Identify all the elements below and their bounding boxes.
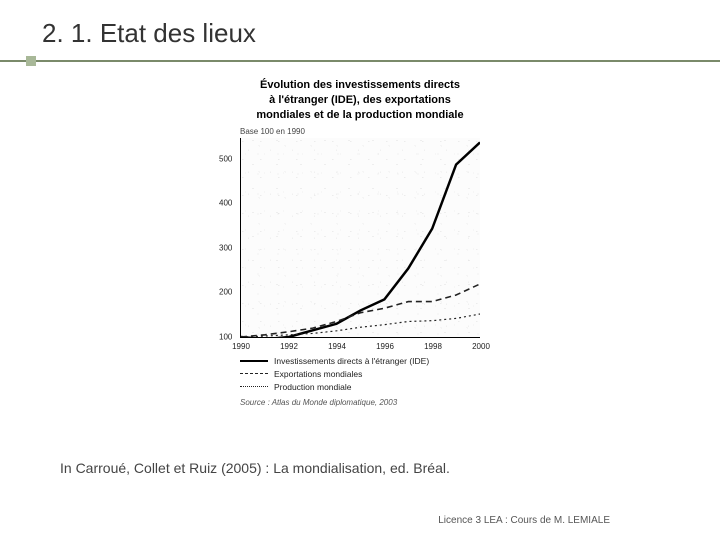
x-tick-label: 1990 [232,342,250,351]
legend-swatch [240,360,268,362]
legend-swatch [240,373,268,374]
footer-text: Licence 3 LEA : Cours de M. LEMIALE [438,515,610,526]
chart-base-label: Base 100 en 1990 [240,127,500,136]
legend-label: Investissements directs à l'étranger (ID… [274,356,429,366]
y-tick-label: 400 [219,199,232,208]
x-tick-label: 1996 [376,342,394,351]
title-underline [0,60,720,62]
legend-label: Production mondiale [274,382,352,392]
legend-row-exports: Exportations mondiales [240,369,500,379]
legend-label: Exportations mondiales [274,369,362,379]
plot-area: 100200300400500199019921994199619982000 [240,138,480,338]
y-tick-label: 100 [219,332,232,341]
title-accent-square [26,56,36,66]
chart-source: Source : Atlas du Monde diplomatique, 20… [240,398,500,407]
series-production [241,314,480,337]
chart-container: Évolution des investissements directs à … [220,78,500,438]
x-tick-label: 2000 [472,342,490,351]
x-tick-label: 1998 [424,342,442,351]
chart-title: Évolution des investissements directs à … [220,78,500,123]
x-tick-label: 1994 [328,342,346,351]
y-tick-label: 200 [219,288,232,297]
chart-title-line2: à l'étranger (IDE), des exportations [269,94,451,106]
legend-swatch [240,386,268,387]
chart-title-line1: Évolution des investissements directs [260,79,460,91]
series-ide [241,142,480,337]
legend-row-production: Production mondiale [240,382,500,392]
y-tick-label: 500 [219,154,232,163]
y-tick-label: 300 [219,243,232,252]
legend-row-ide: Investissements directs à l'étranger (ID… [240,356,500,366]
slide-title: 2. 1. Etat des lieux [42,18,256,49]
x-tick-label: 1992 [280,342,298,351]
chart-legend: Investissements directs à l'étranger (ID… [240,356,500,392]
chart-title-line3: mondiales et de la production mondiale [256,109,463,121]
plot-svg [241,138,480,337]
citation-text: In Carroué, Collet et Ruiz (2005) : La m… [60,460,450,476]
